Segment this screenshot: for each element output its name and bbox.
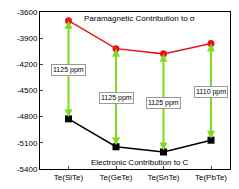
svg-text:-4200: -4200	[17, 60, 38, 69]
svg-text:Electronic Contribution to C: Electronic Contribution to C	[91, 158, 189, 167]
svg-text:1110 ppm: 1110 ppm	[196, 88, 226, 96]
svg-text:1125 ppm: 1125 ppm	[148, 99, 179, 107]
svg-text:-3600: -3600	[17, 8, 38, 17]
svg-text:Te(SiTe): Te(SiTe)	[54, 173, 84, 182]
svg-text:-4800: -4800	[17, 112, 38, 121]
svg-text:-5400: -5400	[17, 165, 38, 174]
svg-text:1125 ppm: 1125 ppm	[101, 94, 132, 102]
svg-text:Paramagnetic Contribution to σ: Paramagnetic Contribution to σ	[84, 14, 195, 23]
svg-text:1125 ppm: 1125 ppm	[53, 66, 84, 74]
svg-text:Te(GeTe): Te(GeTe)	[100, 173, 133, 182]
svg-text:-3900: -3900	[17, 34, 38, 43]
svg-text:-5100: -5100	[17, 139, 38, 148]
svg-text:Te(SnTe): Te(SnTe)	[147, 173, 179, 182]
svg-text:Te(PbTe): Te(PbTe)	[195, 173, 227, 182]
svg-text:-4500: -4500	[17, 86, 38, 95]
